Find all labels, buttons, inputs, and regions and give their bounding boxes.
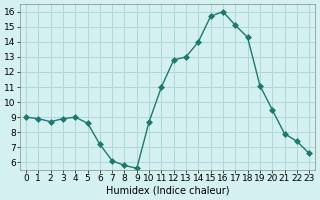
- X-axis label: Humidex (Indice chaleur): Humidex (Indice chaleur): [106, 186, 229, 196]
